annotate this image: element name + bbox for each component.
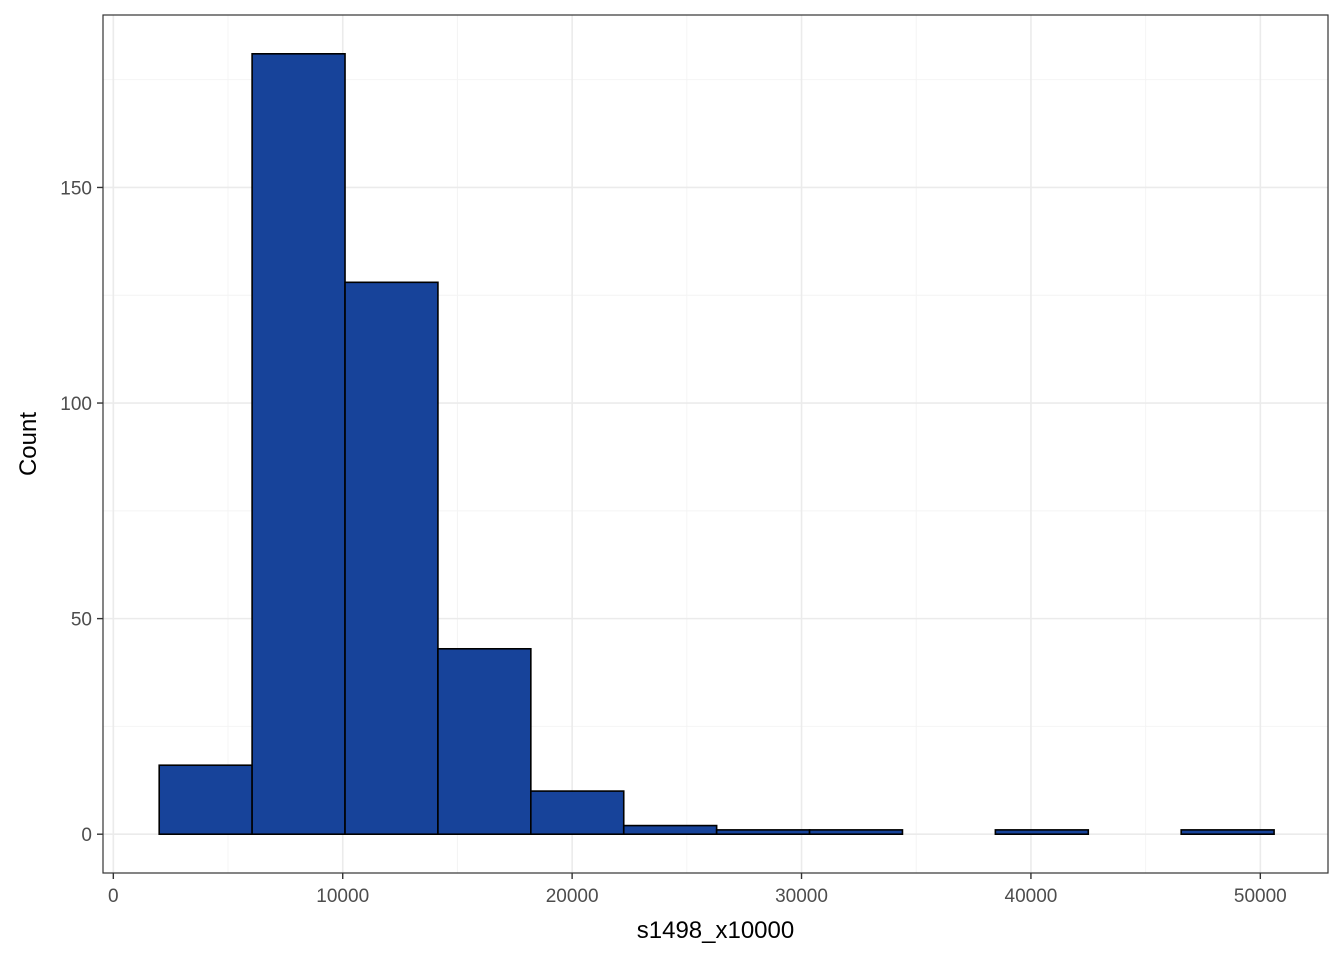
histogram-bar: [251, 53, 346, 835]
x-tick-label: 40000: [1005, 886, 1058, 907]
y-tick-label: 0: [81, 825, 92, 846]
histogram-bar: [344, 281, 439, 835]
histogram-bar: [808, 829, 904, 835]
histogram-bar: [1180, 829, 1275, 835]
x-tick-label: 30000: [775, 886, 828, 907]
y-tick-label: 150: [60, 178, 92, 199]
y-tick-label: 100: [60, 394, 92, 415]
histogram-bar: [530, 790, 625, 835]
x-tick-label: 0: [108, 886, 119, 907]
bars-layer: [158, 53, 1275, 835]
histogram-bar: [437, 647, 532, 835]
histogram-bar: [158, 764, 253, 835]
histogram-bar: [994, 829, 1090, 835]
ticks-layer: 0 10000 20000 30000 40000 50000 0 50 100 150: [60, 178, 1286, 907]
histogram-bar: [622, 824, 718, 835]
y-axis-title: Count: [15, 412, 42, 476]
x-axis-title: s1498_x10000: [637, 917, 794, 944]
x-tick-label: 10000: [316, 886, 369, 907]
y-tick-label: 50: [71, 610, 92, 631]
x-tick-label: 20000: [546, 886, 599, 907]
histogram-bar: [715, 829, 811, 835]
panel-border: [102, 14, 1329, 874]
x-tick-label: 50000: [1234, 886, 1287, 907]
